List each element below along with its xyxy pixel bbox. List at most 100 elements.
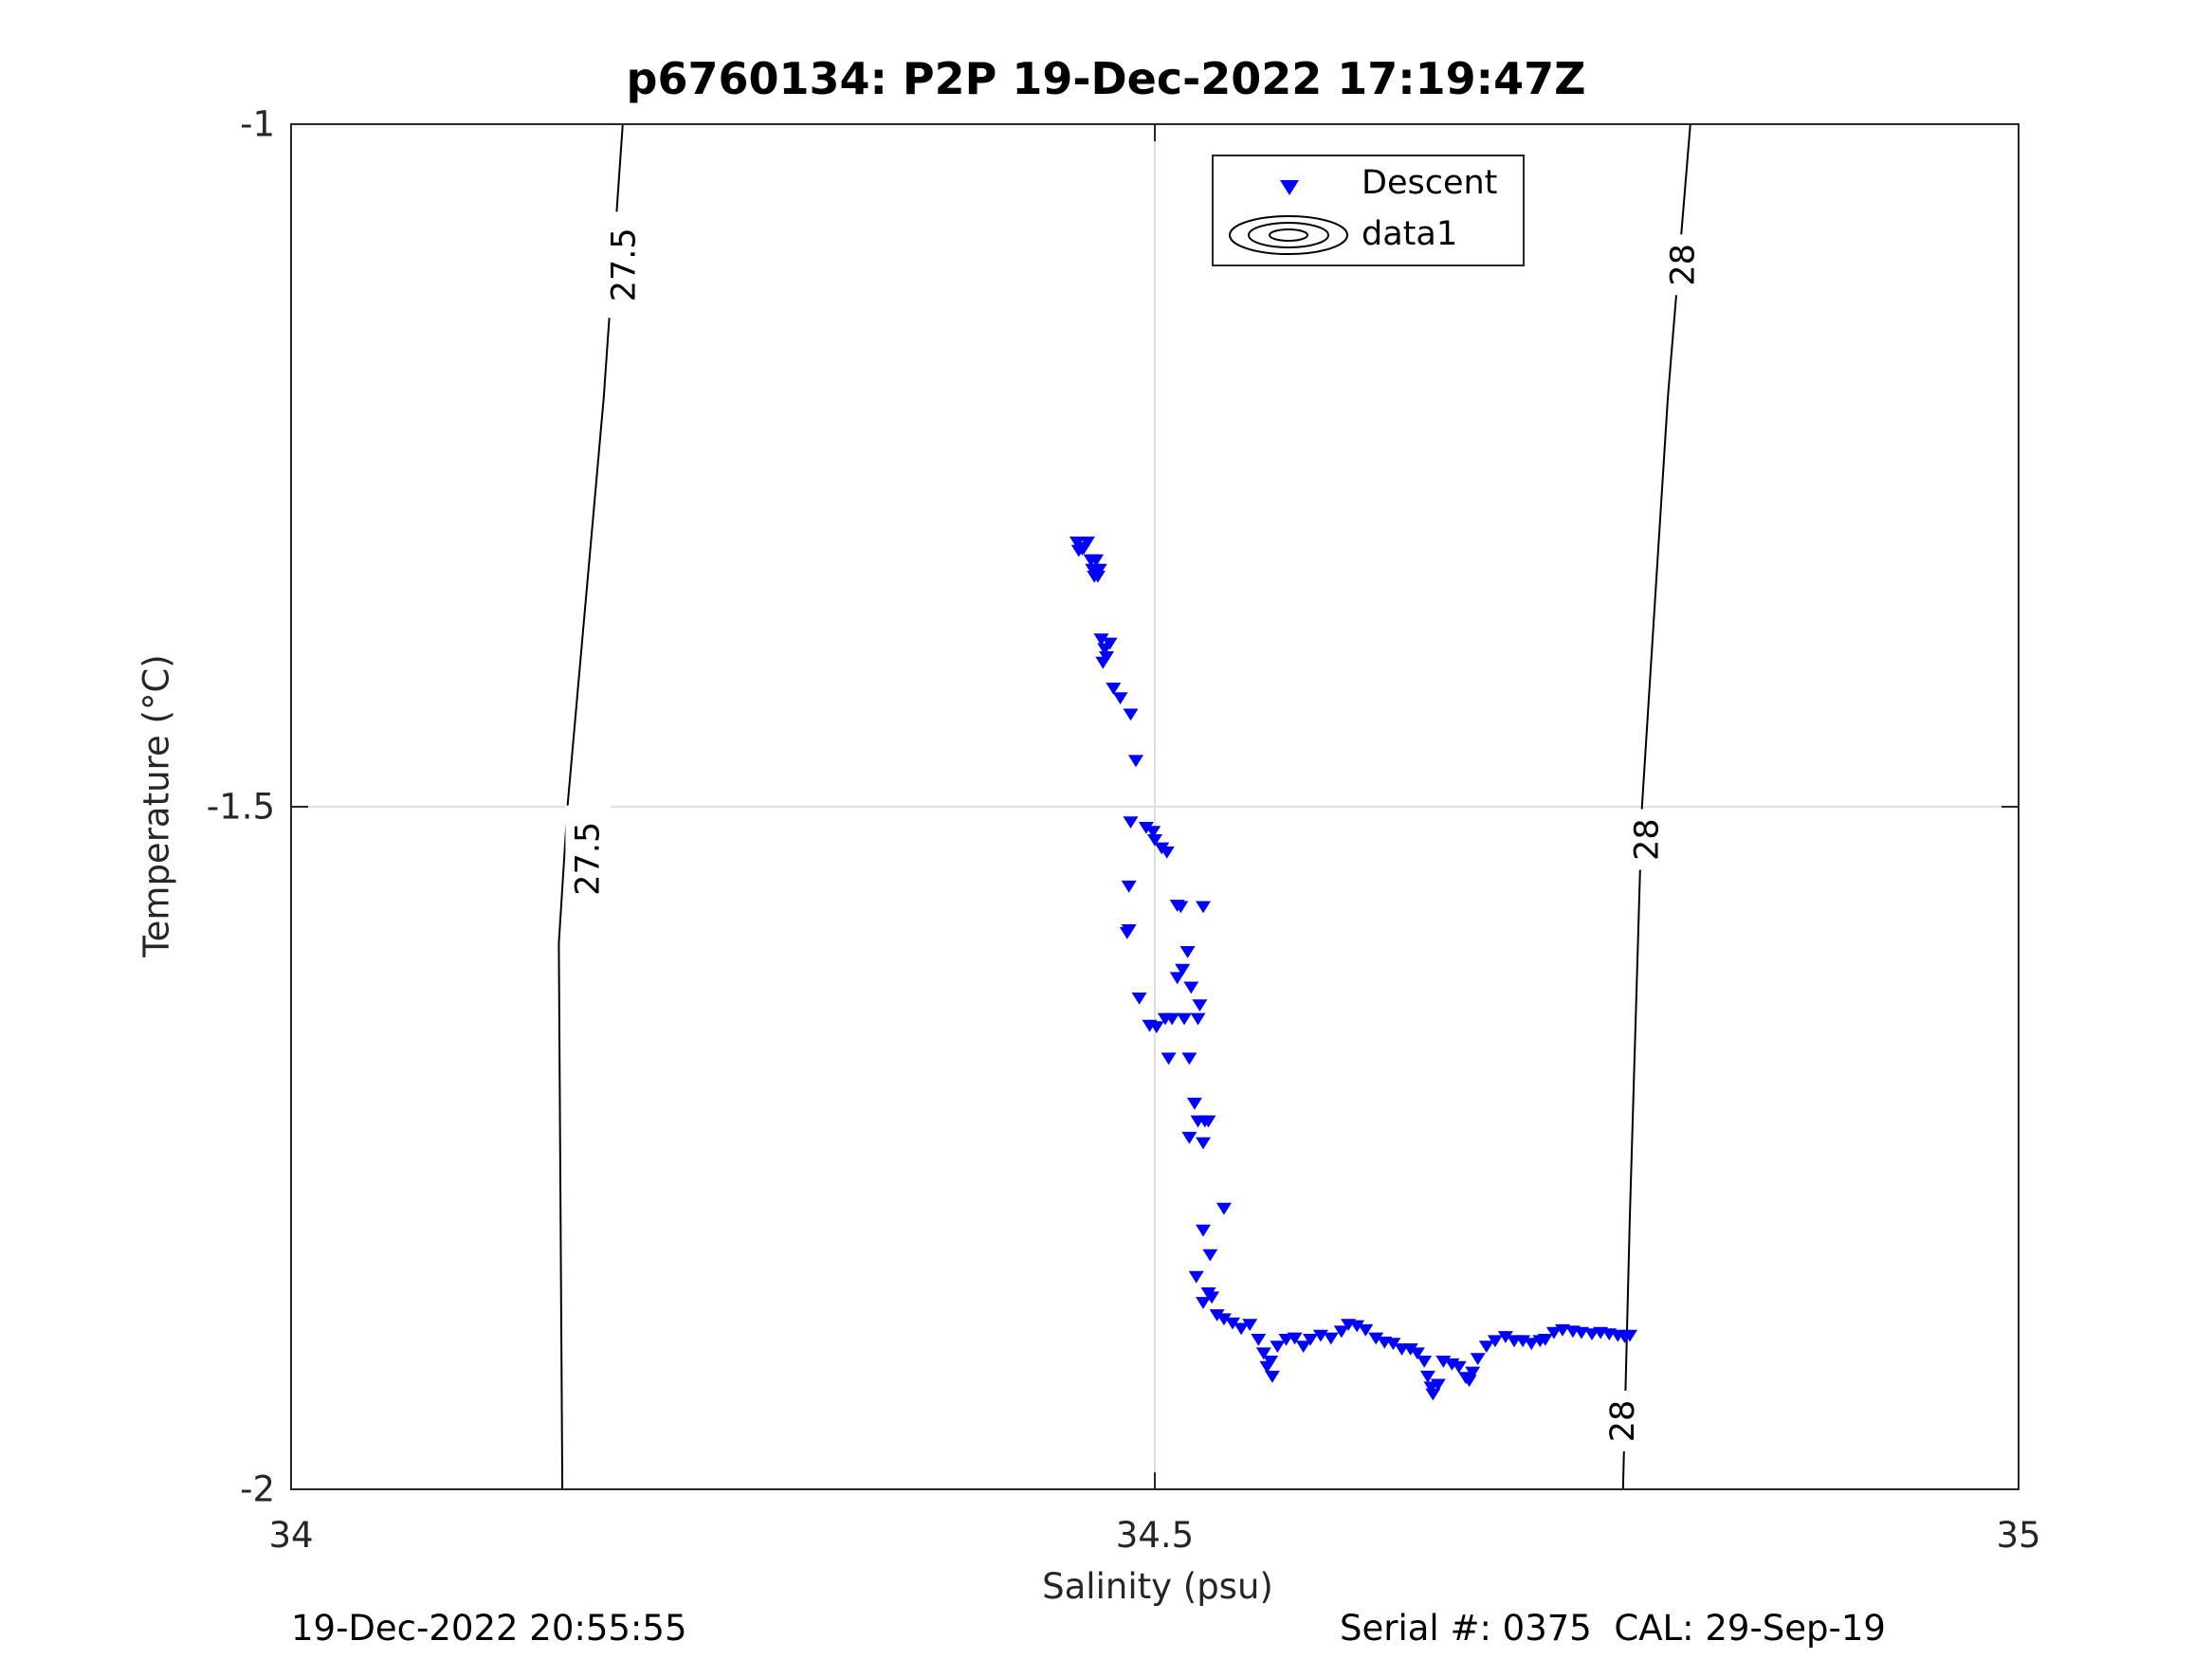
contour-label: 27.5 bbox=[569, 822, 607, 896]
contour-label-background bbox=[601, 211, 648, 319]
descent-point bbox=[1242, 1319, 1258, 1331]
descent-point bbox=[1138, 822, 1154, 834]
descent-point bbox=[1430, 1378, 1446, 1392]
contour-label-background bbox=[1600, 1391, 1646, 1451]
descent-point bbox=[1131, 993, 1147, 1005]
descent-point bbox=[1164, 1012, 1180, 1026]
chart-title: p6760134: P2P 19-Dec-2022 17:19:47Z bbox=[626, 53, 1586, 104]
contour-label-background bbox=[565, 805, 612, 912]
descent-point bbox=[1368, 1332, 1384, 1345]
y-tick-label: -2 bbox=[240, 1468, 275, 1510]
descent-point bbox=[1349, 1320, 1365, 1333]
contour-label-background bbox=[1660, 234, 1707, 296]
descent-point bbox=[1159, 846, 1175, 859]
x-tick-label: 34.5 bbox=[1115, 1515, 1195, 1556]
descent-point bbox=[1204, 1291, 1220, 1304]
descent-point bbox=[1402, 1343, 1418, 1356]
descent-point bbox=[1451, 1360, 1467, 1374]
descent-point bbox=[1119, 926, 1135, 939]
descent-point bbox=[1145, 826, 1161, 839]
footer-serial-cal: Serial #: 0375 CAL: 29-Sep-19 bbox=[1340, 1608, 1886, 1649]
descent-point bbox=[1216, 1313, 1232, 1326]
descent-point bbox=[1255, 1347, 1271, 1360]
descent-point bbox=[1088, 554, 1105, 567]
descent-point bbox=[1076, 541, 1092, 555]
descent-point bbox=[1183, 981, 1199, 994]
descent-points bbox=[1069, 537, 1637, 1401]
descent-point bbox=[1148, 1021, 1164, 1033]
y-axis-label: Temperature (°C) bbox=[136, 654, 177, 957]
descent-point bbox=[1181, 1052, 1197, 1066]
descent-point bbox=[1190, 1115, 1206, 1128]
legend-descent-label: Descent bbox=[1362, 164, 1498, 202]
descent-point bbox=[1200, 1115, 1216, 1128]
descent-point bbox=[1358, 1323, 1374, 1337]
descent-point bbox=[1303, 1334, 1318, 1346]
contour-label: 28 bbox=[1628, 818, 1666, 861]
descent-point bbox=[1251, 1334, 1267, 1346]
descent-point bbox=[1209, 1309, 1225, 1322]
y-tick-label: -1 bbox=[240, 103, 275, 145]
descent-point bbox=[1465, 1366, 1481, 1379]
contour-label-background bbox=[1624, 809, 1671, 870]
descent-point bbox=[1385, 1338, 1401, 1351]
descent-point bbox=[1264, 1370, 1280, 1383]
descent-point bbox=[1128, 755, 1143, 768]
legend-contour-icon bbox=[1229, 215, 1348, 255]
legend-box bbox=[1212, 155, 1525, 266]
descent-point bbox=[1409, 1347, 1425, 1360]
footer-timestamp: 19-Dec-2022 20:55:55 bbox=[291, 1608, 687, 1649]
descent-point bbox=[1121, 880, 1137, 893]
legend-descent-marker bbox=[1280, 180, 1299, 195]
grid-lines bbox=[290, 123, 2020, 1490]
descent-point bbox=[1196, 1137, 1211, 1150]
descent-point bbox=[1196, 901, 1211, 914]
descent-point bbox=[1123, 816, 1139, 829]
descent-point bbox=[1196, 1297, 1211, 1309]
density-contours: 27.5 27.5 28 28 28 bbox=[558, 123, 1707, 1490]
descent-point bbox=[1196, 1224, 1211, 1237]
x-tick-label: 34 bbox=[268, 1515, 314, 1556]
descent-point bbox=[1123, 708, 1139, 721]
tick-marks bbox=[290, 123, 2020, 1490]
descent-point bbox=[1190, 1012, 1206, 1026]
descent-point bbox=[1270, 1340, 1286, 1353]
descent-point bbox=[1333, 1325, 1349, 1339]
descent-point bbox=[1574, 1326, 1589, 1340]
descent-point bbox=[1487, 1335, 1503, 1348]
descent-point bbox=[1417, 1356, 1433, 1368]
descent-point bbox=[1497, 1331, 1513, 1343]
descent-point bbox=[1192, 999, 1208, 1012]
descent-point bbox=[1093, 633, 1109, 647]
descent-point bbox=[1188, 1270, 1204, 1284]
descent-point bbox=[1177, 1012, 1192, 1026]
descent-point bbox=[1202, 1249, 1218, 1262]
descent-point bbox=[1169, 972, 1185, 985]
descent-point bbox=[1095, 656, 1111, 669]
contour-label: 28 bbox=[1604, 1400, 1642, 1443]
descent-point bbox=[1323, 1332, 1339, 1345]
descent-point bbox=[1622, 1329, 1637, 1342]
descent-point bbox=[1545, 1326, 1562, 1340]
descent-point bbox=[1216, 1202, 1232, 1215]
contour-label: 28 bbox=[1665, 244, 1703, 286]
y-tick-label: -1.5 bbox=[206, 786, 275, 828]
descent-point bbox=[1425, 1388, 1441, 1401]
density-contour-line bbox=[1621, 123, 1691, 1490]
descent-point bbox=[1478, 1340, 1494, 1353]
descent-point bbox=[1102, 637, 1118, 650]
descent-point bbox=[1112, 692, 1128, 704]
descent-point bbox=[1181, 1131, 1197, 1144]
x-axis-label: Salinity (psu) bbox=[1042, 1566, 1273, 1607]
descent-point bbox=[1175, 963, 1191, 976]
descent-point bbox=[1234, 1322, 1250, 1336]
legend bbox=[1212, 155, 1525, 266]
descent-point bbox=[1419, 1370, 1435, 1383]
descent-point bbox=[1173, 901, 1189, 914]
descent-point bbox=[1106, 683, 1122, 695]
descent-point bbox=[1295, 1340, 1311, 1353]
descent-point bbox=[1524, 1338, 1540, 1351]
descent-point bbox=[1091, 563, 1107, 576]
descent-point bbox=[1179, 946, 1196, 958]
